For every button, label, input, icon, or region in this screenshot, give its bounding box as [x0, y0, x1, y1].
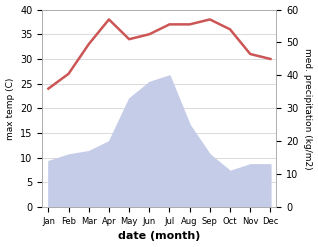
Y-axis label: max temp (C): max temp (C) [5, 77, 15, 140]
Y-axis label: med. precipitation (kg/m2): med. precipitation (kg/m2) [303, 48, 313, 169]
X-axis label: date (month): date (month) [118, 231, 201, 242]
